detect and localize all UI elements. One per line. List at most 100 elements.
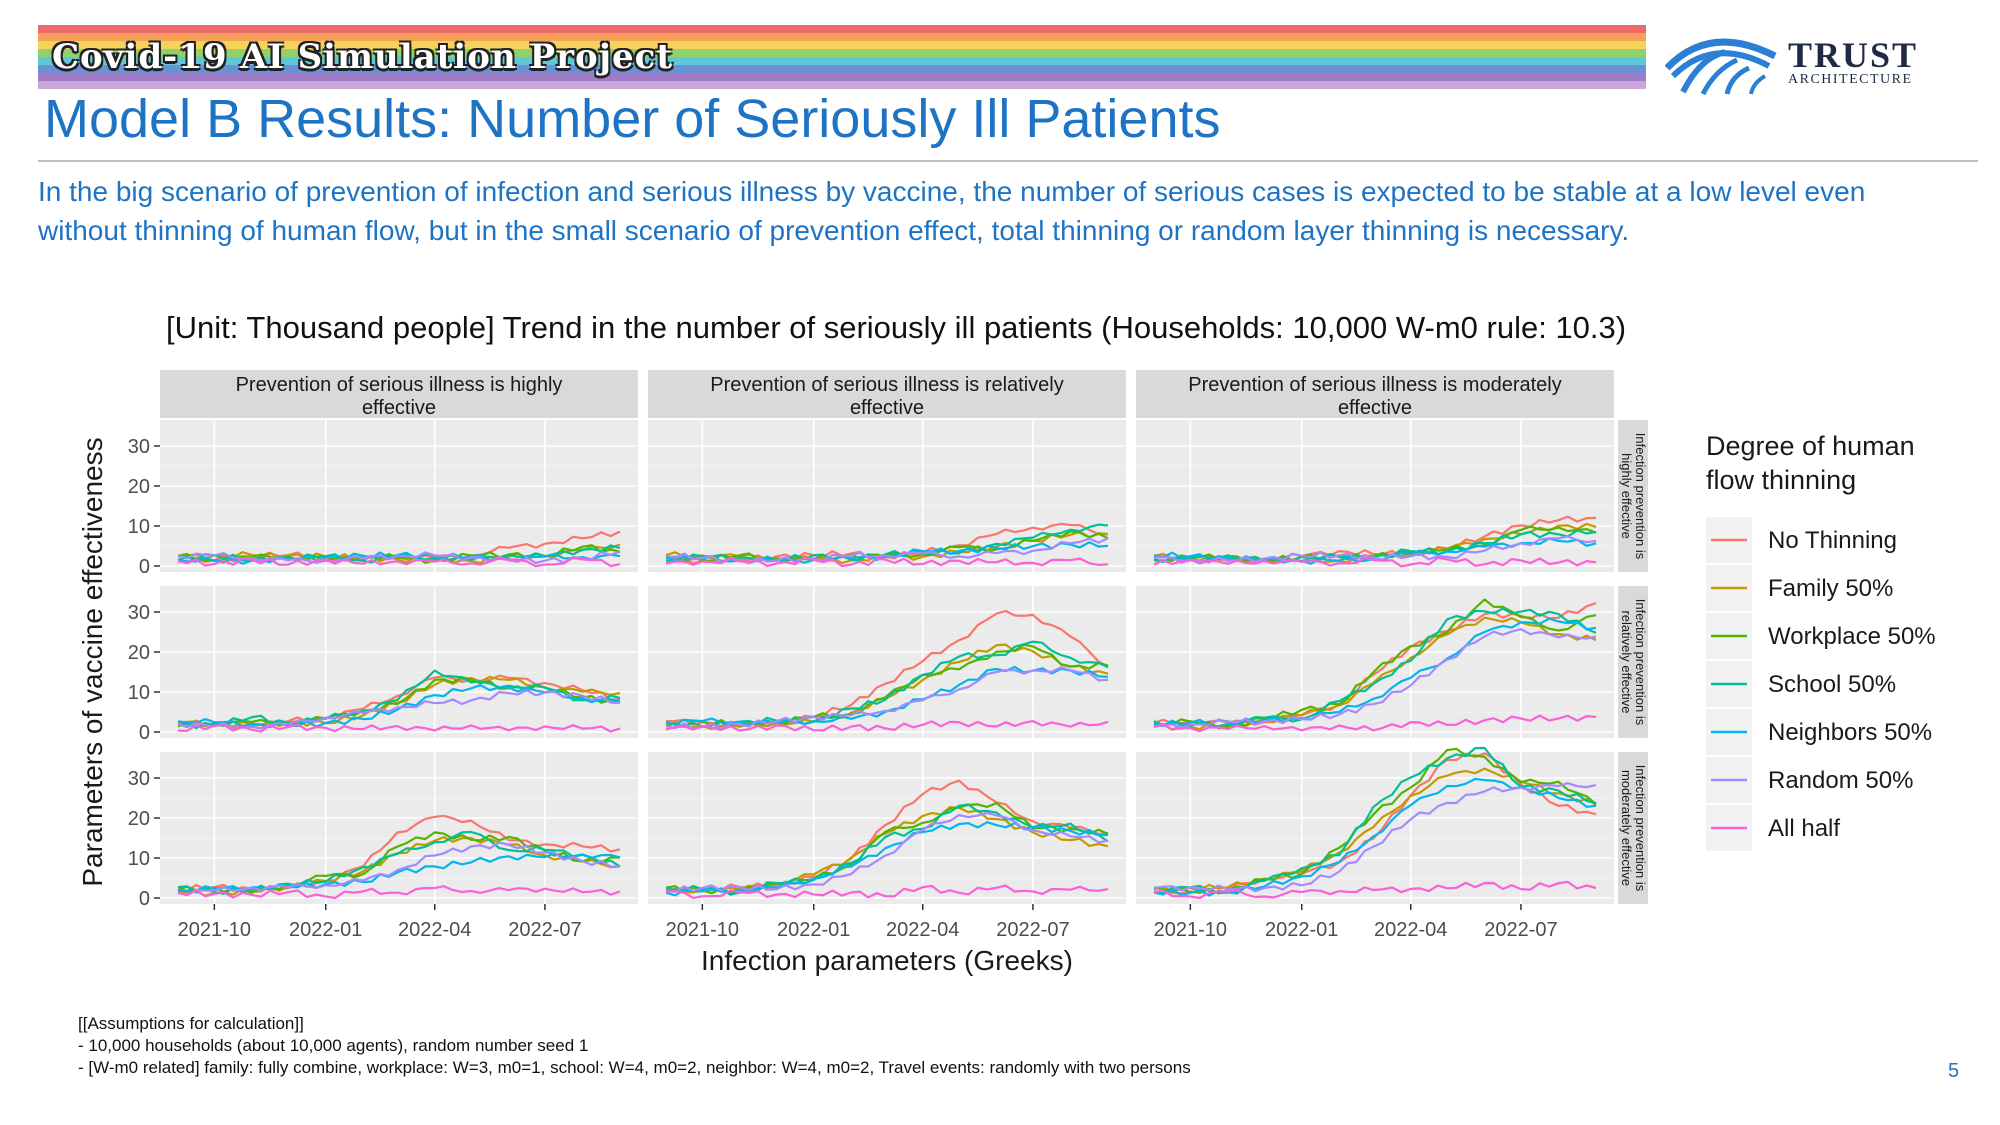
facet-strip-row-label: highly effective: [1619, 453, 1634, 539]
facet-strip-label: Prevention of serious illness is highly: [236, 374, 563, 396]
y-tick-label: 0: [139, 556, 150, 578]
notes-heading: [[Assumptions for calculation]]: [78, 1014, 304, 1033]
series-line-school-50-: [177, 669, 621, 730]
y-tick-label: 30: [128, 768, 150, 790]
series-line-school-50-: [1153, 607, 1597, 728]
rainbow-stripe: [38, 33, 1646, 41]
x-tick-label: 2022-01: [289, 919, 362, 941]
y-tick-label: 20: [128, 476, 150, 498]
facet-strip-row-label: Infection prevention is: [1633, 765, 1648, 892]
x-tick-label: 2022-07: [996, 919, 1069, 941]
x-tick-label: 2022-01: [777, 919, 850, 941]
panel-background: [1136, 420, 1614, 572]
x-tick-label: 2022-04: [886, 919, 959, 941]
facet-strip-label: effective: [362, 397, 436, 419]
rainbow-stripe: [38, 57, 1646, 65]
y-tick-label: 10: [128, 848, 150, 870]
panel-background: [1136, 752, 1614, 904]
series-line-random-50-: [177, 841, 621, 897]
panel-background: [648, 420, 1126, 572]
x-tick-label: 2022-04: [398, 919, 471, 941]
series-line-all-half: [177, 885, 621, 900]
panel-background: [160, 586, 638, 738]
y-tick-label: 20: [128, 808, 150, 830]
series-line-all-half: [1153, 714, 1597, 733]
series-line-neighbors-50-: [665, 821, 1109, 897]
chart-title: [Unit: Thousand people] Trend in the num…: [166, 310, 1627, 345]
trust-architecture-logo-icon: [1665, 38, 1777, 96]
series-line-random-50-: [1153, 628, 1597, 730]
x-tick-label: 2021-10: [178, 919, 251, 941]
legend-label: Neighbors 50%: [1768, 719, 1932, 746]
series-line-random-50-: [1153, 782, 1597, 893]
logo-wordmark: TRUST: [1788, 35, 1919, 75]
notes-line: - 10,000 households (about 10,000 agents…: [78, 1036, 589, 1055]
logo-subtitle: ARCHITECTURE: [1788, 72, 1913, 87]
series-line-random-50-: [665, 666, 1109, 730]
facet-strip-row-label: moderately effective: [1619, 770, 1634, 886]
panel-background: [648, 586, 1126, 738]
legend-title: Degree of human: [1706, 431, 1915, 461]
series-line-all-half: [177, 556, 621, 568]
series-line-random-50-: [665, 811, 1109, 893]
facet-strip-column: [648, 370, 1126, 418]
series-line-random-50-: [1153, 535, 1597, 564]
facet-strip-label: Prevention of serious illness is relativ…: [710, 374, 1064, 396]
facet-strip-row: [1618, 420, 1648, 572]
facet-strip-row-label: Infection prevention is: [1633, 599, 1648, 726]
series-line-all-half: [1153, 556, 1597, 568]
legend-label: Random 50%: [1768, 767, 1913, 794]
assumptions-notes: [[Assumptions for calculation]] - 10,000…: [78, 1013, 1191, 1079]
facet-strip-label: effective: [850, 397, 924, 419]
y-tick-label: 10: [128, 516, 150, 538]
y-tick-label: 0: [139, 722, 150, 744]
x-tick-label: 2021-10: [1154, 919, 1227, 941]
title-divider: [38, 160, 1978, 162]
x-tick-label: 2022-01: [1265, 919, 1338, 941]
facet-strip-row: [1618, 586, 1648, 738]
legend-label: School 50%: [1768, 671, 1896, 698]
series-line-all-half: [665, 720, 1109, 732]
x-axis-title: Infection parameters (Greeks): [701, 945, 1073, 976]
facet-strip-label: Prevention of serious illness is moderat…: [1188, 374, 1562, 396]
facet-strip-row: [1618, 752, 1648, 904]
legend-title: flow thinning: [1706, 465, 1856, 495]
series-line-random-50-: [177, 550, 621, 565]
legend-label: Family 50%: [1768, 575, 1893, 602]
rainbow-stripe: [38, 41, 1646, 49]
facet-strip-row-label: relatively effective: [1619, 610, 1634, 713]
notes-line: - [W-m0 related] family: fully combine, …: [78, 1058, 1191, 1077]
series-line-all-half: [665, 884, 1109, 899]
legend-label: No Thinning: [1768, 527, 1897, 554]
y-tick-label: 30: [128, 602, 150, 624]
y-tick-label: 20: [128, 642, 150, 664]
page-number: 5: [1948, 1060, 1960, 1082]
legend-label: All half: [1768, 815, 1840, 842]
rainbow-stripe: [38, 65, 1646, 73]
y-tick-label: 30: [128, 436, 150, 458]
rainbow-stripe: [38, 49, 1646, 57]
project-title: Covid-19 AI Simulation Project: [52, 37, 674, 77]
rainbow-stripe: [38, 73, 1646, 81]
panel-background: [160, 752, 638, 904]
facet-strip-column: [160, 370, 638, 418]
y-tick-label: 10: [128, 682, 150, 704]
series-line-all-half: [177, 723, 621, 733]
series-line-all-half: [1153, 880, 1597, 900]
rainbow-stripe: [38, 81, 1646, 89]
x-tick-label: 2021-10: [666, 919, 739, 941]
x-tick-label: 2022-07: [508, 919, 581, 941]
facet-strip-row-label: Infection prevention is: [1633, 433, 1648, 560]
series-line-school-50-: [177, 830, 621, 895]
rainbow-stripe: [38, 25, 1646, 33]
y-axis-title: Parameters of vaccine effectiveness: [77, 437, 108, 886]
page-title: Model B Results: Number of Seriously Ill…: [44, 89, 1221, 149]
series-line-all-half: [665, 556, 1109, 568]
facet-strip-label: effective: [1338, 397, 1412, 419]
series-line-random-50-: [177, 688, 621, 730]
y-tick-label: 0: [139, 888, 150, 910]
